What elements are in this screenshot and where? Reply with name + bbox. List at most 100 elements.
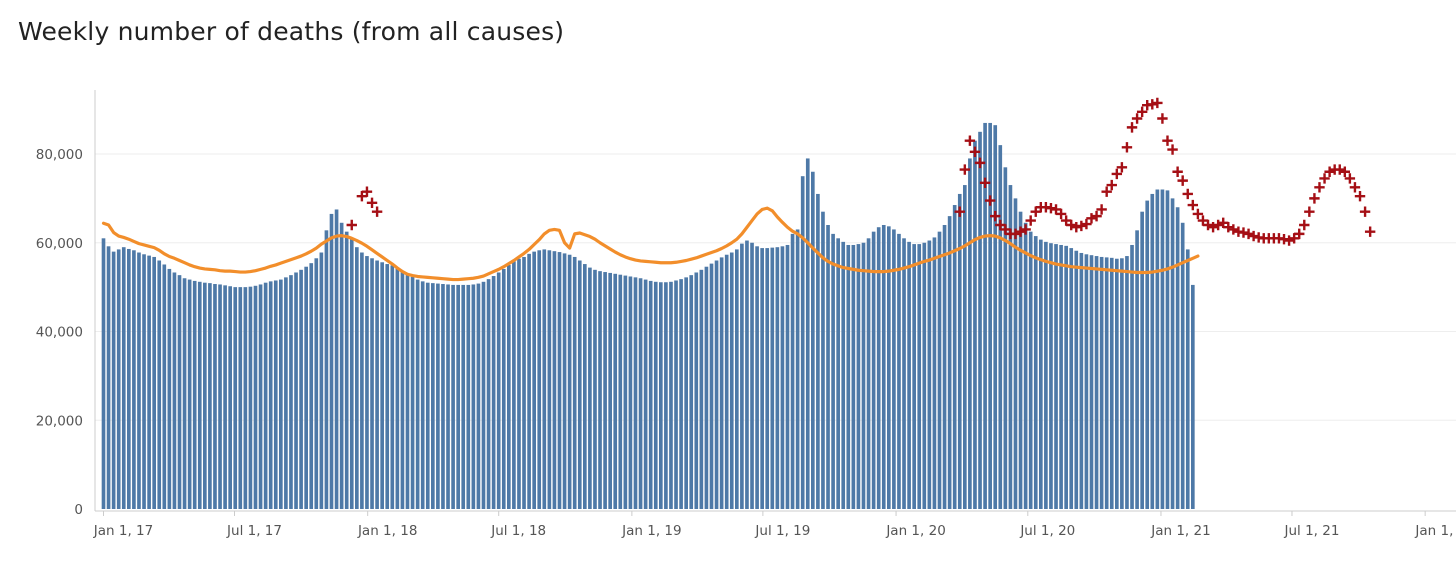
- bar: [775, 247, 780, 509]
- bar: [1145, 200, 1150, 509]
- bar: [1069, 248, 1074, 509]
- bar: [861, 242, 866, 509]
- bar: [638, 278, 643, 509]
- excess-marker: [1314, 182, 1325, 193]
- grid-lines: [95, 153, 1456, 421]
- bar: [978, 131, 982, 509]
- x-tick-label: Jan 1, 18: [357, 523, 417, 539]
- excess-marker: [1081, 218, 1092, 230]
- y-tick-label: 20,000: [36, 413, 83, 429]
- excess-marker: [964, 135, 976, 146]
- bar: [481, 281, 486, 509]
- bar: [674, 280, 678, 509]
- bar: [567, 254, 572, 509]
- bar: [425, 282, 430, 509]
- bar: [831, 233, 835, 510]
- x-tick-label: Jan 1, 19: [621, 523, 681, 539]
- excess-marker: [1157, 113, 1168, 124]
- bar: [968, 158, 972, 509]
- excess-marker: [954, 206, 965, 217]
- bar: [410, 276, 415, 509]
- bar: [851, 244, 856, 509]
- bars: [101, 122, 1195, 510]
- bar: [1109, 257, 1114, 509]
- excess-marker: [346, 219, 357, 231]
- bar: [623, 275, 628, 509]
- bar: [846, 244, 851, 509]
- excess-marker: [990, 210, 1001, 222]
- bar: [1160, 189, 1165, 509]
- excess-marker: [1076, 220, 1087, 232]
- bar: [841, 241, 846, 510]
- excess-marker: [1192, 208, 1204, 220]
- excess-marker: [1147, 99, 1158, 110]
- bar: [127, 248, 131, 509]
- x-tick-label: Jul 1, 21: [1284, 523, 1340, 539]
- bar: [932, 237, 937, 509]
- bar: [456, 284, 460, 509]
- bar: [790, 233, 795, 510]
- bar: [907, 241, 911, 510]
- bar: [1049, 243, 1053, 509]
- bar: [436, 283, 440, 509]
- bar: [633, 277, 638, 509]
- bar: [111, 251, 116, 510]
- excess-marker: [1187, 199, 1199, 211]
- bar: [1094, 256, 1099, 509]
- bar: [177, 275, 182, 509]
- bar: [182, 278, 187, 509]
- bar: [811, 171, 815, 509]
- bar: [937, 231, 942, 509]
- excess-marker: [1243, 228, 1254, 240]
- excess-marker: [1096, 204, 1107, 215]
- bar: [942, 225, 947, 509]
- bar: [653, 281, 658, 509]
- excess-marker: [1319, 173, 1330, 184]
- bar: [471, 284, 476, 509]
- bar: [887, 226, 891, 509]
- bar: [223, 285, 227, 509]
- bar: [795, 229, 800, 509]
- x-tick-label: Jul 1, 20: [1019, 523, 1075, 539]
- bar: [187, 279, 192, 509]
- bar: [284, 277, 288, 509]
- chart-title: Weekly number of deaths (from all causes…: [18, 17, 565, 46]
- bar: [395, 268, 400, 509]
- bar: [1054, 244, 1058, 509]
- bar: [998, 145, 1003, 509]
- x-tick-label: Jan 1, 17: [93, 523, 153, 539]
- bar: [1180, 222, 1185, 509]
- bar: [689, 275, 694, 509]
- bar: [973, 140, 977, 509]
- bar: [1140, 211, 1144, 509]
- y-tick-label: 0: [74, 502, 83, 518]
- bar: [1120, 258, 1124, 509]
- bar: [593, 269, 597, 509]
- bar: [172, 272, 177, 509]
- bar: [1018, 211, 1023, 509]
- bar: [329, 213, 334, 509]
- excess-marker: [1121, 142, 1133, 153]
- y-tick-label: 40,000: [36, 325, 83, 341]
- bar: [618, 274, 623, 509]
- bar: [476, 283, 481, 509]
- excess-marker: [1167, 144, 1178, 155]
- bar: [1170, 198, 1175, 510]
- excess-marker: [1283, 235, 1295, 246]
- bar: [243, 287, 248, 510]
- bar: [643, 279, 648, 509]
- bar: [157, 260, 162, 509]
- bar: [106, 246, 111, 510]
- excess-marker: [959, 164, 971, 175]
- bar: [704, 266, 709, 509]
- bar: [547, 250, 552, 510]
- excess-marker: [1228, 224, 1239, 235]
- bar: [1028, 231, 1033, 509]
- excess-marker: [1278, 234, 1290, 245]
- bar: [1155, 189, 1160, 509]
- x-tick-label: Jan 1, 20: [885, 523, 945, 539]
- bar: [522, 256, 526, 509]
- bar: [740, 243, 744, 509]
- excess-marker: [969, 146, 981, 157]
